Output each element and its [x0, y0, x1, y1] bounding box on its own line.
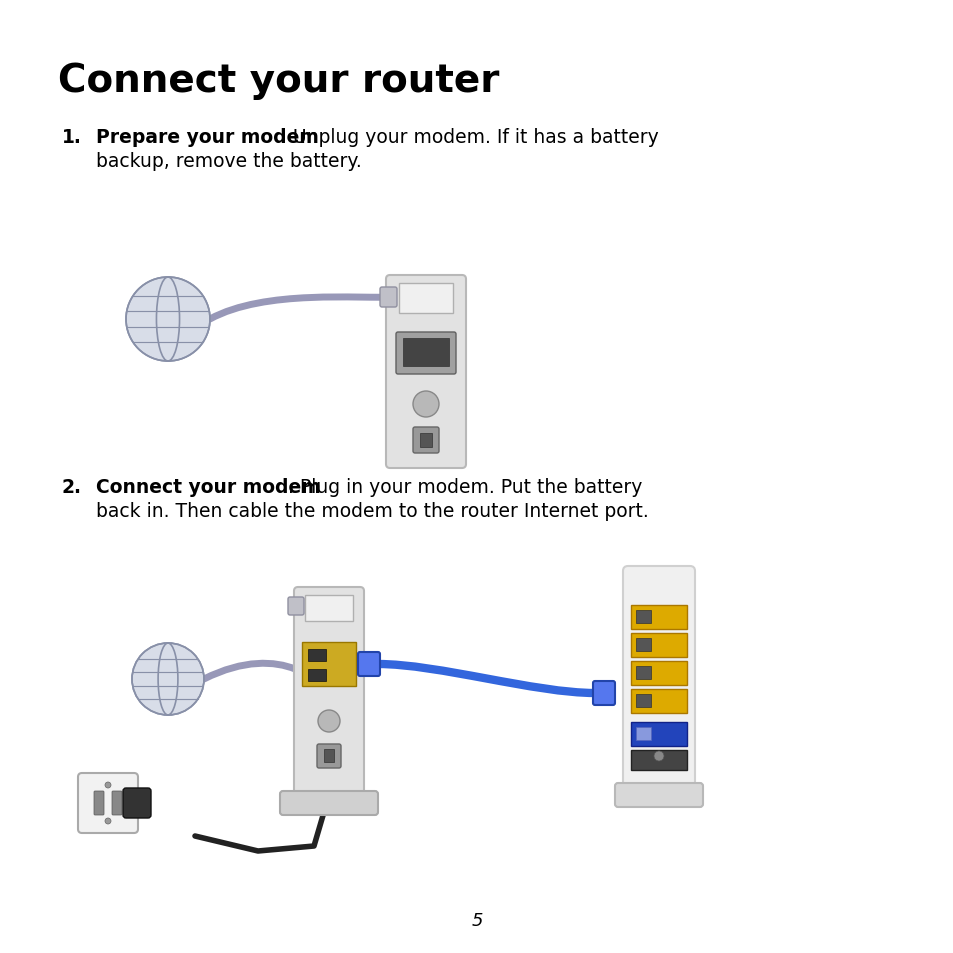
FancyBboxPatch shape [636, 639, 650, 651]
FancyBboxPatch shape [630, 661, 686, 685]
FancyBboxPatch shape [615, 783, 702, 807]
Text: . Unplug your modem. If it has a battery: . Unplug your modem. If it has a battery [281, 128, 659, 147]
Circle shape [105, 782, 111, 788]
Text: 1.: 1. [62, 128, 82, 147]
FancyBboxPatch shape [288, 598, 304, 616]
FancyBboxPatch shape [123, 788, 151, 818]
Circle shape [654, 751, 663, 761]
FancyBboxPatch shape [630, 689, 686, 713]
FancyBboxPatch shape [630, 722, 686, 746]
Text: Connect your router: Connect your router [58, 62, 498, 100]
FancyBboxPatch shape [398, 284, 453, 314]
FancyBboxPatch shape [280, 791, 377, 815]
FancyBboxPatch shape [302, 642, 355, 686]
FancyBboxPatch shape [112, 791, 122, 815]
FancyBboxPatch shape [630, 605, 686, 629]
FancyBboxPatch shape [305, 596, 353, 621]
FancyBboxPatch shape [308, 649, 326, 661]
Text: 5: 5 [471, 911, 482, 929]
FancyBboxPatch shape [636, 610, 650, 623]
FancyBboxPatch shape [630, 634, 686, 658]
FancyBboxPatch shape [413, 428, 438, 454]
Text: backup, remove the battery.: backup, remove the battery. [96, 152, 361, 171]
Text: Prepare your modem: Prepare your modem [96, 128, 318, 147]
FancyBboxPatch shape [402, 338, 449, 367]
FancyBboxPatch shape [636, 666, 650, 679]
Text: 2.: 2. [62, 477, 82, 497]
Circle shape [317, 710, 339, 732]
Text: . Plug in your modem. Put the battery: . Plug in your modem. Put the battery [288, 477, 641, 497]
FancyBboxPatch shape [636, 695, 650, 707]
FancyBboxPatch shape [636, 727, 650, 740]
FancyBboxPatch shape [593, 681, 615, 705]
FancyBboxPatch shape [395, 333, 456, 375]
Text: Connect your modem: Connect your modem [96, 477, 320, 497]
FancyBboxPatch shape [379, 288, 396, 308]
FancyBboxPatch shape [630, 750, 686, 770]
FancyBboxPatch shape [294, 587, 364, 801]
FancyBboxPatch shape [386, 275, 465, 469]
Circle shape [105, 818, 111, 824]
Circle shape [132, 643, 204, 716]
FancyBboxPatch shape [316, 744, 340, 768]
FancyBboxPatch shape [419, 434, 432, 448]
FancyBboxPatch shape [357, 652, 379, 677]
FancyBboxPatch shape [78, 773, 138, 833]
Circle shape [126, 277, 210, 361]
Circle shape [413, 392, 438, 417]
FancyBboxPatch shape [324, 749, 334, 762]
Text: back in. Then cable the modem to the router Internet port.: back in. Then cable the modem to the rou… [96, 501, 648, 520]
FancyBboxPatch shape [622, 566, 695, 796]
FancyBboxPatch shape [308, 669, 326, 681]
FancyBboxPatch shape [94, 791, 104, 815]
